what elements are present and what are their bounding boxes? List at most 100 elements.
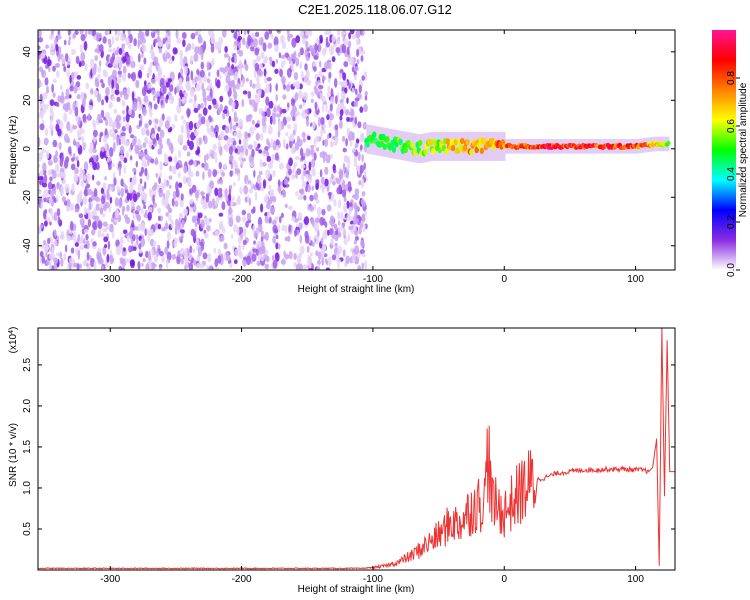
noise-mark: [66, 235, 72, 242]
noise-mark: [353, 162, 358, 167]
noise-mark: [214, 187, 219, 197]
noise-mark: [270, 138, 274, 143]
noise-mark: [61, 56, 66, 65]
noise-mark: [46, 85, 49, 94]
noise-mark: [251, 119, 255, 125]
colorbar-tick-label: 0.6: [726, 119, 737, 133]
noise-mark: [99, 132, 102, 139]
noise-mark: [263, 150, 269, 155]
noise-mark: [57, 30, 61, 36]
signal-halo: [469, 131, 471, 161]
noise-mark: [305, 30, 310, 36]
noise-mark: [88, 211, 92, 220]
noise-mark: [349, 216, 354, 221]
noise-mark: [249, 79, 253, 88]
noise-mark: [233, 162, 239, 169]
noise-mark: [295, 57, 300, 67]
noise-mark: [119, 236, 124, 246]
noise-mark: [361, 200, 366, 207]
noise-mark: [290, 60, 294, 71]
noise-mark: [71, 235, 75, 241]
noise-mark: [91, 210, 95, 218]
noise-mark: [94, 91, 98, 98]
noise-mark: [264, 76, 268, 84]
noise-mark: [44, 104, 49, 110]
noise-mark: [128, 107, 132, 116]
noise-mark: [98, 60, 102, 67]
noise-mark: [278, 184, 282, 194]
noise-mark: [208, 265, 213, 270]
noise-mark: [254, 47, 260, 56]
noise-mark: [309, 194, 314, 202]
noise-mark: [311, 185, 314, 191]
noise-mark: [87, 218, 92, 228]
noise-mark: [52, 139, 58, 148]
noise-mark: [343, 30, 348, 36]
noise-mark: [148, 83, 152, 89]
noise-mark: [267, 125, 273, 135]
noise-mark: [176, 37, 182, 44]
noise-mark: [49, 207, 54, 217]
noise-mark: [49, 221, 52, 226]
noise-mark: [125, 37, 130, 46]
noise-mark: [71, 157, 75, 162]
noise-mark: [105, 119, 109, 127]
noise-mark: [114, 129, 118, 134]
signal-mark: [403, 146, 408, 154]
signal-mark: [460, 137, 465, 145]
noise-mark: [66, 101, 71, 111]
noise-mark: [305, 70, 310, 78]
noise-mark: [337, 92, 340, 99]
noise-mark: [97, 254, 101, 264]
signal-mark: [465, 139, 470, 146]
noise-mark: [122, 229, 128, 235]
noise-mark: [137, 138, 142, 148]
noise-mark: [355, 38, 360, 46]
signal-halo: [398, 130, 401, 160]
noise-mark: [269, 206, 275, 215]
noise-mark: [285, 224, 288, 234]
spectrogram-y-tick-label: 20: [22, 94, 33, 106]
noise-mark: [72, 125, 78, 130]
noise-mark: [168, 175, 173, 180]
noise-mark: [203, 217, 207, 223]
noise-mark: [241, 157, 247, 162]
noise-mark: [101, 146, 105, 153]
noise-mark: [197, 212, 203, 219]
noise-mark: [253, 240, 256, 245]
noise-mark: [280, 60, 284, 69]
noise-mark: [274, 68, 279, 75]
noise-mark: [258, 39, 264, 46]
noise-mark: [212, 143, 217, 151]
noise-mark: [144, 228, 148, 237]
noise-mark: [348, 131, 354, 141]
noise-mark: [344, 202, 348, 212]
noise-mark: [187, 176, 191, 184]
noise-mark: [157, 148, 163, 155]
noise-mark: [360, 144, 363, 151]
noise-mark: [117, 76, 122, 84]
noise-mark: [247, 114, 253, 119]
noise-mark: [317, 259, 321, 266]
noise-mark: [304, 109, 309, 114]
noise-mark: [152, 185, 157, 192]
noise-mark: [115, 208, 119, 219]
noise-mark: [188, 140, 194, 151]
noise-mark: [157, 207, 161, 214]
noise-mark: [321, 184, 325, 194]
noise-mark: [334, 234, 339, 242]
noise-mark: [229, 121, 233, 130]
noise-mark: [355, 88, 358, 96]
noise-mark: [135, 160, 138, 168]
noise-mark: [132, 193, 138, 203]
noise-mark: [322, 123, 326, 129]
noise-mark: [78, 213, 84, 219]
noise-mark: [254, 123, 260, 128]
noise-mark: [207, 71, 211, 77]
noise-mark: [79, 244, 85, 250]
noise-mark: [310, 98, 314, 103]
noise-mark: [275, 139, 280, 146]
noise-mark: [45, 260, 50, 266]
noise-mark: [183, 165, 188, 174]
